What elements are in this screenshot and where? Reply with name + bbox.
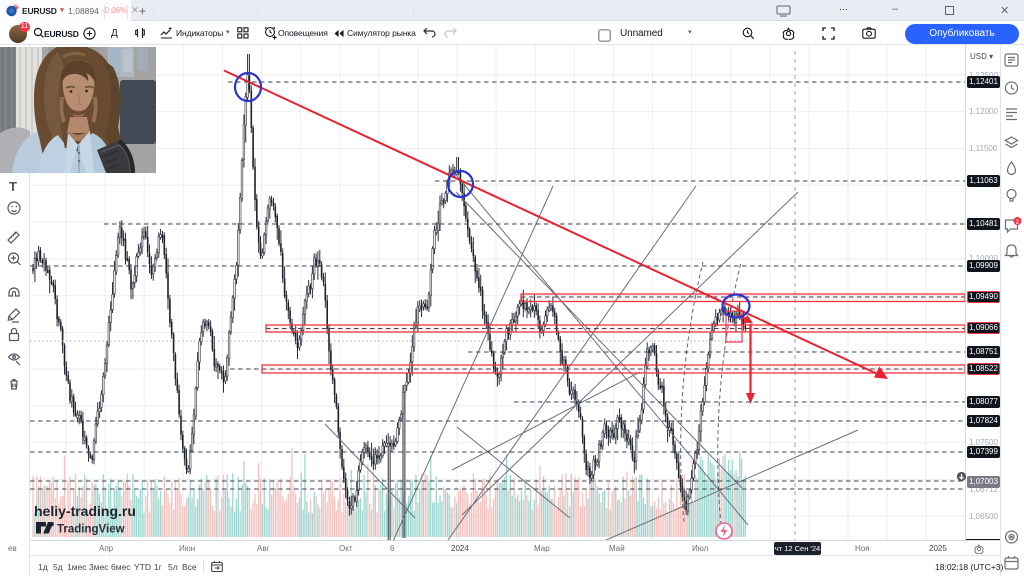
svg-text:2: 2 <box>1016 220 1020 226</box>
svg-text:T: T <box>9 179 17 194</box>
svg-text:heliy-trading.ru: heliy-trading.ru <box>34 503 136 519</box>
svg-text:TradingView: TradingView <box>57 524 125 536</box>
